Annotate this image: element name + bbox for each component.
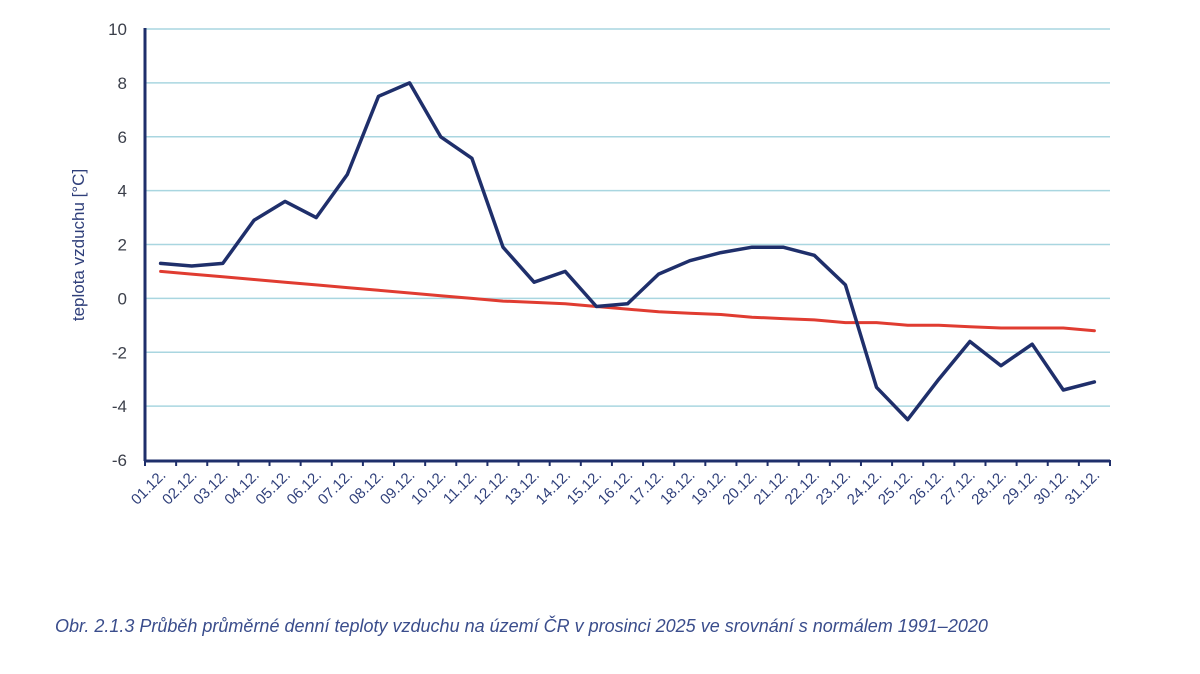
y-tick-label: 8 — [118, 74, 127, 93]
gridlines — [145, 28, 1110, 407]
x-tick-label: 06.12. — [284, 467, 326, 509]
series-lines — [158, 81, 1097, 422]
x-tick-label: 22.12. — [782, 467, 824, 509]
figure-caption: Obr. 2.1.3 Průběh průměrné denní teploty… — [55, 616, 988, 636]
x-tick-label: 27.12. — [937, 467, 979, 509]
x-tick-label: 29.12. — [999, 467, 1041, 509]
x-axis: 01.12.02.12.03.12.04.12.05.12.06.12.07.1… — [128, 459, 1111, 509]
x-tick-label: 28.12. — [968, 467, 1010, 509]
x-tick-label: 18.12. — [657, 467, 699, 509]
x-tick-label: 30.12. — [1031, 467, 1073, 509]
x-tick-label: 23.12. — [813, 467, 855, 509]
x-tick-label: 31.12. — [1062, 467, 1104, 509]
y-tick-label: -2 — [112, 343, 127, 362]
x-tick-label: 03.12. — [190, 467, 232, 509]
y-tick-label: -6 — [112, 451, 127, 470]
x-tick-label: 20.12. — [719, 467, 761, 509]
series-line-2025 — [158, 81, 1097, 422]
series-line-normal — [159, 269, 1096, 333]
x-tick-label: 17.12. — [626, 467, 668, 509]
x-tick-label: 02.12. — [159, 467, 201, 509]
line-chart: -6 -4 -2 0 2 4 6 8 10 01.12.02.12.03.12.04.12.05… — [69, 20, 1111, 509]
x-tick-label: 13.12. — [501, 467, 543, 509]
y-tick-label: 0 — [118, 289, 127, 308]
x-tick-label: 19.12. — [688, 467, 730, 509]
x-tick-label: 08.12. — [346, 467, 388, 509]
x-tick-label: 16.12. — [595, 467, 637, 509]
x-tick-label: 14.12. — [533, 467, 575, 509]
x-tick-label: 15.12. — [564, 467, 606, 509]
y-tick-label: 2 — [118, 236, 127, 255]
x-tick-label: 04.12. — [221, 467, 263, 509]
x-tick-label: 24.12. — [844, 467, 886, 509]
y-tick-label: 6 — [118, 128, 127, 147]
y-tick-label: 4 — [118, 182, 127, 201]
x-tick-label: 09.12. — [377, 467, 419, 509]
x-tick-label: 12.12. — [470, 467, 512, 509]
x-tick-label: 10.12. — [408, 467, 450, 509]
y-tick-label: 10 — [108, 20, 127, 39]
y-tick-label: -4 — [112, 397, 127, 416]
y-axis-label: teplota vzduchu [°C] — [69, 169, 88, 321]
x-tick-label: 21.12. — [750, 467, 792, 509]
x-tick-label: 25.12. — [875, 467, 917, 509]
x-tick-label: 01.12. — [128, 467, 170, 509]
y-axis-ticks: -6 -4 -2 0 2 4 6 8 10 — [108, 20, 127, 470]
x-tick-label: 26.12. — [906, 467, 948, 509]
x-tick-label: 05.12. — [252, 467, 294, 509]
x-tick-label: 07.12. — [315, 467, 357, 509]
